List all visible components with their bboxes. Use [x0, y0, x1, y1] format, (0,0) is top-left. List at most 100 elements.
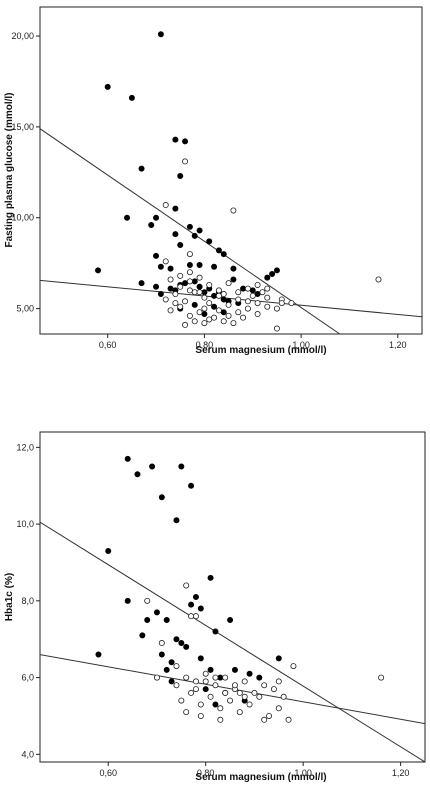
y-axis-title: Hba1c (%): [4, 573, 15, 621]
x-tick-label: 1,00: [294, 768, 312, 778]
y-tick-label: 10,0: [16, 519, 34, 529]
data-point-open: [222, 689, 229, 696]
data-point-open: [207, 693, 214, 700]
regression-lines: [40, 128, 422, 334]
data-point-open: [241, 678, 248, 685]
x-tick-label: 0,80: [196, 340, 214, 350]
data-point-open: [201, 320, 208, 327]
data-point-open: [273, 305, 280, 312]
data-point-open: [220, 318, 227, 325]
y-tick-label: 20,00: [11, 31, 34, 41]
data-point-filled: [212, 628, 219, 635]
data-point-open: [206, 316, 213, 323]
x-tick-label: 1,20: [392, 768, 410, 778]
data-point-open: [177, 272, 184, 279]
data-point-open: [217, 705, 224, 712]
data-point-filled: [191, 232, 198, 239]
x-axis-title: Serum magnesium (mmol/l): [195, 345, 326, 356]
data-point-filled: [196, 283, 203, 290]
data-point-open: [162, 296, 169, 303]
data-point-filled: [167, 285, 174, 292]
data-point-open: [230, 320, 237, 327]
data-point-open: [212, 682, 219, 689]
data-point-open: [264, 285, 271, 292]
data-point-open: [244, 305, 251, 312]
data-point-filled: [215, 247, 222, 254]
data-point-open: [264, 303, 271, 310]
y-tick-label: 15,00: [11, 122, 34, 132]
data-point-filled: [158, 651, 165, 658]
data-point-open: [236, 689, 243, 696]
data-point-open: [186, 278, 193, 285]
data-point-filled: [211, 292, 218, 299]
data-point-filled: [95, 267, 102, 274]
data-point-filled: [128, 94, 135, 101]
data-point-filled: [168, 678, 175, 685]
data-point-open: [202, 678, 209, 685]
data-point-filled: [178, 640, 185, 647]
data-point-open: [196, 309, 203, 316]
data-point-filled: [211, 303, 218, 310]
data-point-open: [202, 670, 209, 677]
data-point-filled: [217, 674, 224, 681]
data-point-open: [206, 281, 213, 288]
data-point-open: [186, 251, 193, 258]
axis-ticks: 0,60 0,80 1,00 1,20 5,00 10,00 15,00 20,00: [11, 31, 406, 350]
data-point-filled: [172, 205, 179, 212]
data-point-open: [162, 202, 169, 209]
data-point-open: [188, 613, 195, 620]
data-point-filled: [231, 666, 238, 673]
data-point-open: [182, 158, 189, 165]
data-point-filled: [148, 221, 155, 228]
data-point-open: [220, 291, 227, 298]
data-point-open: [264, 294, 271, 301]
data-point-open: [275, 705, 282, 712]
data-point-filled: [173, 636, 180, 643]
data-point-open: [375, 276, 382, 283]
data-point-open: [275, 678, 282, 685]
data-point-filled: [191, 301, 198, 308]
data-point-open: [225, 301, 232, 308]
data-point-filled: [206, 238, 213, 245]
data-point-filled: [172, 136, 179, 143]
axis-ticks: 0,60 0,80 1,00 1,20 4,0 6,0 8,0 10,0 12,0: [16, 442, 409, 778]
data-point-filled: [196, 261, 203, 268]
x-axis-title: Serum magnesium (mmol/l): [195, 772, 326, 783]
data-point-filled: [227, 617, 234, 624]
data-point-filled: [182, 280, 189, 287]
data-point-open: [191, 318, 198, 325]
data-point-open: [191, 289, 198, 296]
data-point-filled: [163, 666, 170, 673]
data-point-filled: [138, 165, 145, 172]
data-point-open: [235, 296, 242, 303]
data-point-open: [197, 701, 204, 708]
data-point-open: [288, 300, 295, 307]
glucose-scatter-chart: Fasting plasma glucose (mmol/l) Serum ma…: [4, 6, 423, 356]
data-point-filled: [177, 241, 184, 248]
data-point-open: [231, 682, 238, 689]
data-point-open: [162, 258, 169, 265]
data-points: [95, 31, 382, 332]
hba1c-scatter-chart: Hba1c (%) Serum magnesium (mmol/l) 0,60 0…: [4, 431, 426, 783]
data-point-filled: [254, 291, 261, 298]
data-point-open: [273, 325, 280, 332]
data-point-open: [192, 686, 199, 693]
data-point-open: [215, 292, 222, 299]
data-point-filled: [212, 701, 219, 708]
x-tick-label: 0,80: [197, 768, 215, 778]
x-tick-label: 1,00: [292, 340, 310, 350]
data-point-filled: [186, 261, 193, 268]
data-point-open: [261, 682, 268, 689]
data-point-filled: [197, 605, 204, 612]
data-point-filled: [178, 463, 185, 470]
data-point-filled: [230, 276, 237, 283]
data-point-open: [227, 697, 234, 704]
x-tick-label: 0,60: [99, 768, 117, 778]
data-point-filled: [256, 674, 263, 681]
data-points: [95, 455, 385, 723]
y-tick-label: 5,00: [16, 304, 34, 314]
data-point-open: [211, 314, 218, 321]
data-point-filled: [182, 138, 189, 145]
data-point-filled: [220, 251, 227, 258]
